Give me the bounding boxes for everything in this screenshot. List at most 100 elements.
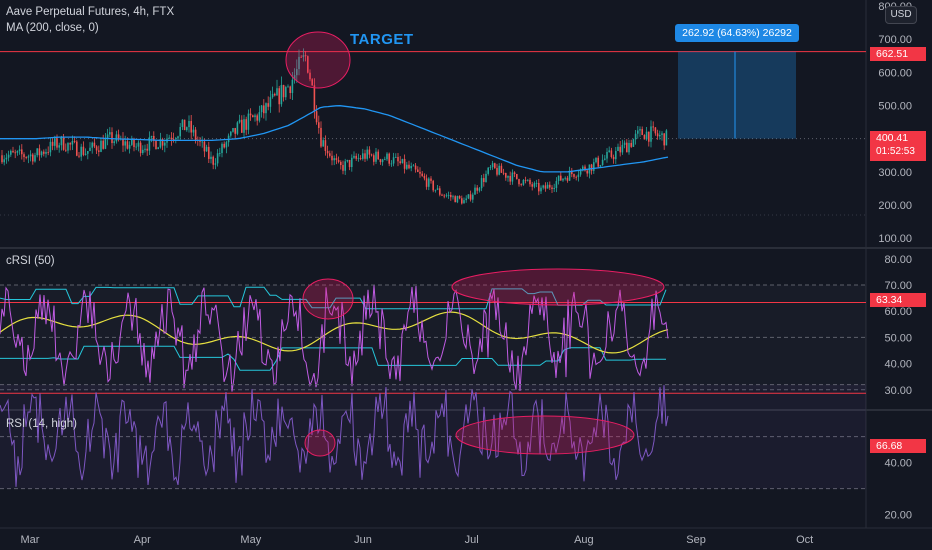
- y-tick-label: 40.00: [884, 458, 912, 470]
- candle-body: [520, 184, 522, 186]
- candle-body: [267, 103, 269, 107]
- candle-body: [507, 175, 509, 178]
- candle-body: [5, 157, 8, 160]
- candle-body: [408, 164, 410, 169]
- candle-body: [232, 128, 234, 132]
- candle-body: [399, 161, 401, 164]
- candle-body: [89, 147, 91, 152]
- candle-body: [144, 148, 146, 150]
- candle-body: [582, 166, 584, 170]
- rsi-legend[interactable]: RSI (14, high): [6, 418, 77, 430]
- candle-body: [73, 141, 76, 142]
- candle-body: [269, 97, 272, 107]
- candle-body: [432, 180, 434, 191]
- rsi-line: [0, 385, 669, 487]
- crsi-upper-band: [0, 286, 667, 310]
- candle-body: [265, 103, 267, 114]
- candle-body: [364, 153, 366, 159]
- ma-legend[interactable]: MA (200, close, 0): [6, 22, 99, 34]
- candle-body: [21, 149, 23, 155]
- candle-body: [370, 154, 373, 156]
- symbol-title[interactable]: Aave Perpetual Futures, 4h, FTX: [6, 6, 175, 18]
- candle-body: [212, 156, 214, 165]
- candle-body: [71, 141, 74, 145]
- candle-body: [14, 152, 16, 154]
- candle-body: [219, 153, 221, 154]
- candle-body: [153, 135, 155, 141]
- last-price-tag: 400.41 01:52:53: [870, 131, 926, 161]
- candle-body: [238, 119, 241, 123]
- candle-body: [452, 196, 454, 198]
- candle-body: [91, 142, 93, 148]
- candle-body: [456, 196, 459, 203]
- candle-body: [278, 88, 280, 105]
- candle-body: [502, 172, 505, 174]
- candle-body: [650, 126, 652, 142]
- crsi-legend[interactable]: cRSI (50): [6, 255, 55, 267]
- candle-body: [531, 184, 533, 187]
- candle-body: [18, 149, 21, 152]
- candle-body: [146, 148, 148, 151]
- candle-body: [641, 129, 643, 135]
- candle-body: [461, 198, 463, 204]
- candle-body: [505, 172, 507, 178]
- y-tick-label: 200.00: [878, 200, 912, 212]
- candle-body: [78, 155, 80, 157]
- candle-body: [586, 170, 588, 174]
- x-tick-label: Aug: [574, 534, 594, 546]
- candle-body: [494, 163, 496, 169]
- candle-body: [522, 180, 525, 185]
- candle-body: [234, 128, 236, 134]
- candle-body: [551, 187, 553, 190]
- candle-body: [98, 150, 100, 152]
- candle-body: [80, 146, 82, 157]
- candle-body: [135, 146, 137, 148]
- candle-body: [401, 158, 404, 164]
- candle-body: [159, 139, 162, 148]
- candle-body: [113, 141, 115, 144]
- candle-body: [637, 130, 639, 134]
- candle-body: [84, 153, 87, 155]
- candle-body: [621, 144, 624, 153]
- candle-body: [458, 196, 461, 199]
- candle-body: [362, 153, 364, 159]
- candle-body: [95, 146, 98, 151]
- candle-body: [513, 172, 516, 174]
- candle-body: [313, 85, 316, 112]
- candle-body: [38, 148, 41, 156]
- candle-body: [142, 149, 144, 154]
- candle-body: [483, 178, 485, 182]
- candle-body: [194, 129, 197, 141]
- candle-body: [274, 93, 276, 96]
- candle-body: [177, 136, 179, 139]
- candle-body: [397, 156, 399, 162]
- candle-body: [593, 162, 595, 171]
- candle-body: [445, 195, 448, 197]
- candle-body: [67, 143, 69, 151]
- ma-200-line: [0, 105, 669, 173]
- candle-body: [566, 177, 569, 181]
- candle-body: [381, 159, 384, 163]
- candle-body: [148, 137, 151, 151]
- currency-button[interactable]: USD: [885, 6, 917, 24]
- candle-body: [139, 142, 142, 154]
- candle-body: [392, 157, 395, 164]
- y-tick-label: 500.00: [878, 101, 912, 113]
- candle-body: [214, 163, 217, 165]
- candle-body: [175, 138, 177, 140]
- candle-body: [577, 174, 580, 178]
- candle-body: [612, 156, 615, 160]
- candle-body: [434, 189, 437, 191]
- target-price-tag: 662.51: [870, 47, 926, 61]
- candle-body: [340, 161, 342, 166]
- candle-body: [271, 93, 274, 98]
- candle-body: [469, 194, 472, 200]
- candle-body: [555, 181, 558, 189]
- crsi-level-tag: 63.34: [870, 293, 926, 307]
- candle-body: [203, 141, 206, 152]
- x-tick-label: May: [240, 534, 261, 546]
- candle-body: [291, 79, 294, 93]
- candle-body: [524, 180, 527, 181]
- candle-body: [322, 140, 324, 147]
